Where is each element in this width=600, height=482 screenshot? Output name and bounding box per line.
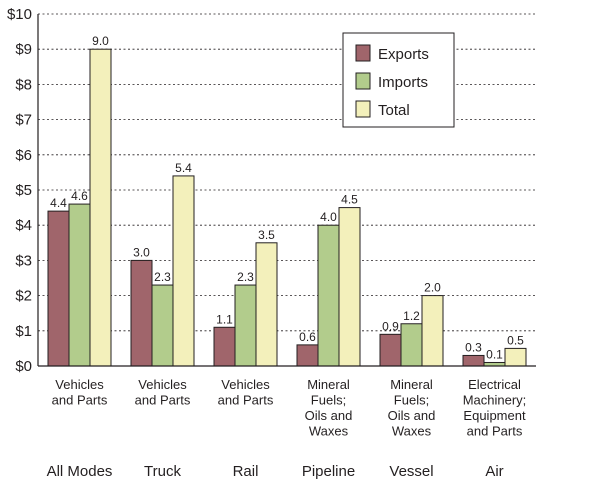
data-label-imports-pipeline: 4.0	[320, 210, 337, 224]
gridlines	[38, 13, 536, 332]
data-label-exports-air: 0.3	[465, 340, 482, 354]
bar-exports-pipeline	[296, 344, 319, 367]
mode-label-vessel: Vessel	[389, 463, 433, 480]
data-label-total-pipeline: 4.5	[341, 193, 358, 207]
category-label: Mineral Fuels; Oils and Waxes	[305, 377, 353, 439]
data-labels: 4.4 3.0 1.1 0.6 0.9 0.3 4.6 2.3 2.3 4.0 1.2 0.1 9.0 5…	[50, 34, 524, 361]
legend: Exports Imports Total	[342, 32, 455, 128]
data-label-exports-vessel: 0.9	[382, 319, 399, 333]
bar-total-rail	[255, 242, 278, 367]
y-tick-label: $3	[15, 252, 32, 269]
mode-label-rail: Rail	[233, 463, 259, 480]
bar-imports-truck	[151, 284, 174, 367]
mode-label-pipeline: Pipeline	[302, 463, 355, 480]
bar-exports-air	[462, 354, 485, 367]
bar-total-truck	[172, 175, 195, 367]
data-label-imports-air: 0.1	[486, 347, 503, 361]
mode-label-truck: Truck	[144, 463, 181, 480]
y-tick-label: $5	[15, 182, 32, 199]
bar-exports-rail	[213, 326, 236, 367]
category-label: Vehicles and Parts	[52, 377, 108, 408]
y-tick-label: $8	[15, 76, 32, 93]
bar-exports-truck	[130, 259, 153, 367]
category-label: Vehicles and Parts	[135, 377, 191, 408]
legend-swatch-total	[355, 100, 371, 118]
y-tick-label: $7	[15, 112, 32, 129]
data-label-total-vessel: 2.0	[424, 281, 441, 295]
data-label-exports-rail: 1.1	[216, 312, 233, 326]
bar-imports-all-modes	[68, 203, 91, 367]
y-tick-label: $2	[15, 288, 32, 305]
bar-total-all-modes	[89, 48, 112, 367]
category-labels: Vehicles and Parts Vehicles and Parts Vehicl…	[52, 377, 527, 439]
bar-imports-vessel	[400, 323, 423, 367]
data-label-exports-all-modes: 4.4	[50, 196, 67, 210]
y-tick-label: $0	[15, 358, 32, 375]
bar-total-air	[504, 347, 527, 367]
data-label-imports-truck: 2.3	[154, 270, 171, 284]
axes	[37, 14, 536, 367]
data-label-imports-rail: 2.3	[237, 270, 254, 284]
data-label-exports-pipeline: 0.6	[299, 330, 316, 344]
mode-labels: All Modes Truck Rail Pipeline Vessel Air	[47, 463, 504, 480]
mode-label-air: Air	[485, 463, 503, 480]
legend-swatch-exports	[355, 44, 371, 62]
legend-label-total: Total	[378, 102, 410, 119]
legend-label-imports: Imports	[378, 74, 428, 91]
bar-imports-rail	[234, 284, 257, 367]
data-label-total-air: 0.5	[507, 333, 524, 347]
data-label-exports-truck: 3.0	[133, 245, 150, 259]
bar-exports-vessel	[379, 333, 402, 367]
category-label: Vehicles and Parts	[218, 377, 274, 408]
bar-total-vessel	[421, 295, 444, 367]
data-label-imports-all-modes: 4.6	[71, 189, 88, 203]
legend-label-exports: Exports	[378, 46, 429, 63]
data-label-total-truck: 5.4	[175, 161, 192, 175]
category-label: Electrical Machinery; Equipment and Parts	[463, 377, 527, 439]
data-label-imports-vessel: 1.2	[403, 309, 420, 323]
y-tick-label: $4	[15, 217, 32, 234]
bar-total-pipeline	[338, 207, 361, 367]
y-tick-label: $6	[15, 147, 32, 164]
data-label-total-all-modes: 9.0	[92, 34, 109, 48]
data-label-total-rail: 3.5	[258, 228, 275, 242]
legend-swatch-imports	[355, 72, 371, 90]
y-tick-label: $9	[15, 41, 32, 58]
y-tick-label: $10	[7, 6, 32, 23]
bar-exports-all-modes	[47, 210, 70, 367]
category-label: Mineral Fuels; Oils and Waxes	[388, 377, 436, 439]
y-axis-ticks: $0 $1 $2 $3 $4 $5 $6 $7 $8 $9 $10	[7, 6, 32, 375]
mode-label-all-modes: All Modes	[47, 463, 113, 480]
bar-imports-pipeline	[317, 224, 340, 367]
y-tick-label: $1	[15, 323, 32, 340]
